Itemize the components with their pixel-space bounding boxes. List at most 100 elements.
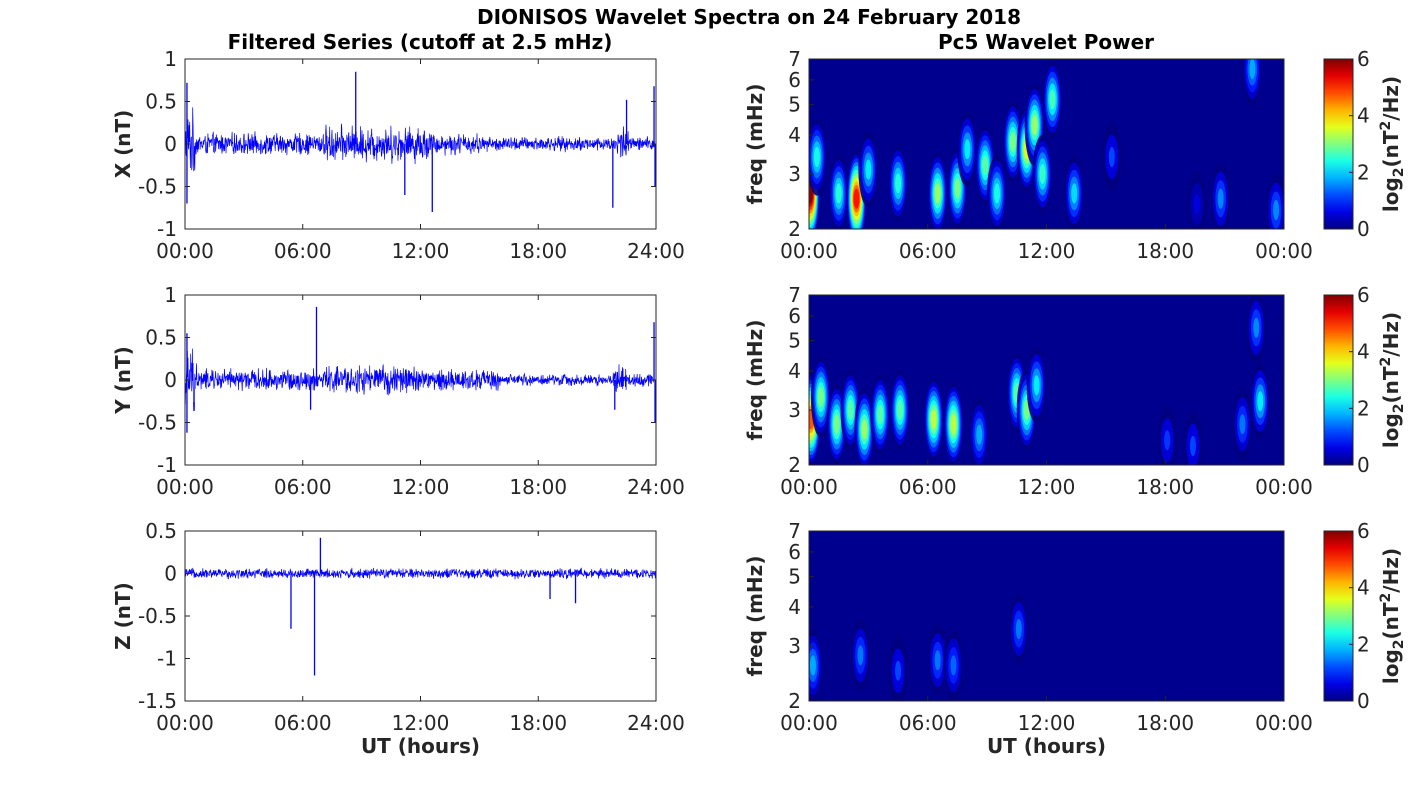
x-tick-label: 06:00	[899, 475, 957, 499]
burst-6	[897, 399, 904, 420]
y-tick-label: 4	[788, 595, 801, 619]
colorbar-tick-label: 4	[1357, 576, 1370, 600]
right-column-title: Pc5 Wavelet Power	[938, 30, 1154, 54]
burst-4	[950, 655, 957, 676]
burst-17	[1257, 391, 1264, 412]
burst-1	[817, 387, 824, 408]
y-tick-label: 5	[788, 329, 801, 353]
burst-6	[934, 183, 941, 204]
burst-5	[1015, 618, 1022, 639]
y-tick-label: -0.5	[138, 175, 177, 199]
y-axis-label: freq (mHz)	[743, 84, 767, 205]
x-tick-label: 00:00	[1255, 239, 1313, 263]
colorbar-gradient	[1323, 530, 1354, 702]
y-tick-label: 1	[164, 283, 177, 307]
colorbar-tick-label: 0	[1357, 453, 1370, 477]
x-tick-label: 00:00	[156, 239, 214, 263]
y-axis-label: X (nT)	[111, 110, 135, 179]
burst-10	[994, 183, 1001, 204]
colorbar: 6 4 2 0 log2(nT2/Hz)	[1323, 47, 1407, 241]
burst-1	[857, 645, 864, 666]
colorbar-tick-label: 0	[1357, 689, 1370, 713]
burst-12	[1033, 375, 1040, 396]
x-tick-label: 12:00	[1018, 475, 1076, 499]
panels: 10.50-0.5-100:00 06:00 12:00 18:00 24:00X (n…	[111, 47, 1407, 758]
x-tick-label: 00:00	[1255, 475, 1313, 499]
burst-9	[976, 424, 983, 445]
y-tick-label: 4	[788, 123, 801, 147]
colorbar-tick-label: 4	[1357, 104, 1370, 128]
burst-20	[1249, 59, 1256, 80]
colorbar-tick-label: 0	[1357, 217, 1370, 241]
burst-2	[833, 414, 840, 435]
y-axis-label: freq (mHz)	[743, 320, 767, 441]
y-tick-label: -1	[157, 647, 177, 671]
x-tick-label: 12:00	[392, 475, 450, 499]
x-tick-label: 00:00	[780, 239, 838, 263]
y-tick-label: 7	[788, 519, 801, 543]
burst-7	[930, 409, 937, 430]
y-tick-label: 0	[164, 562, 177, 586]
burst-7	[954, 178, 961, 199]
y-tick-label: -1	[157, 453, 177, 477]
time-series-panel-x: 1 0.5 0 -0.5 -100:00 06:00 12:00 18:00 24:00 X (n…	[111, 47, 685, 263]
figure-title: DIONISOS Wavelet Spectra on 24 February …	[477, 5, 1021, 29]
colorbar: 6 4 2 0 log2(nT2/Hz)	[1323, 283, 1407, 477]
x-tick-label: 06:00	[899, 239, 957, 263]
colorbar-tick-label: 6	[1357, 283, 1370, 307]
y-tick-label: 7	[788, 47, 801, 71]
x-tick-label: 06:00	[274, 475, 332, 499]
x-tick-label: 12:00	[1018, 239, 1076, 263]
burst-5	[877, 404, 884, 425]
x-tick-label: 18:00	[1136, 475, 1194, 499]
x-tick-label: 18:00	[509, 475, 567, 499]
y-tick-label: 2	[788, 217, 801, 241]
burst-3	[853, 188, 860, 209]
colorbar-gradient	[1323, 58, 1354, 230]
y-tick-label: 1	[164, 47, 177, 71]
burst-15	[1239, 414, 1246, 435]
y-tick-label: 0.5	[145, 326, 177, 350]
x-tick-label: 00:00	[780, 475, 838, 499]
spectrum-background	[809, 531, 1284, 701]
x-tick-label: 18:00	[509, 711, 567, 735]
y-tick-label: 0.5	[145, 90, 177, 114]
y-tick-label: 3	[788, 162, 801, 186]
burst-14	[1039, 163, 1046, 184]
colorbar-label: log2(nT2/Hz)	[1378, 548, 1407, 684]
x-tick-label: 12:00	[392, 711, 450, 735]
colorbar-label: log2(nT2/Hz)	[1378, 312, 1407, 448]
plot-frame	[184, 530, 657, 702]
x-tick-label: 24:00	[627, 475, 685, 499]
y-tick-label: 2	[788, 453, 801, 477]
y-tick-label: 3	[788, 398, 801, 422]
time-series-panel-z: 0.5 0 -0.5 -1 -1.500:00 06:00 12:00 18:00 24:00 Z…	[111, 519, 685, 758]
y-tick-label: 6	[788, 68, 801, 92]
colorbar: 6 4 2 0 log2(nT2/Hz)	[1323, 519, 1407, 713]
burst-3	[847, 399, 854, 420]
y-tick-label: 2	[788, 689, 801, 713]
x-tick-label: 00:00	[1255, 711, 1313, 735]
left-column-title: Filtered Series (cutoff at 2.5 mHz)	[228, 30, 613, 54]
burst-4	[861, 419, 868, 440]
y-tick-label: 5	[788, 93, 801, 117]
x-axis-label: UT (hours)	[361, 734, 480, 758]
burst-3	[934, 650, 941, 671]
y-tick-label: 0.5	[145, 519, 177, 543]
x-tick-label: 06:00	[274, 239, 332, 263]
y-axis-label: freq (mHz)	[743, 556, 767, 677]
x-tick-label: 18:00	[509, 239, 567, 263]
y-axis-label: Z (nT)	[111, 582, 135, 650]
trace-line	[185, 348, 656, 412]
x-tick-label: 06:00	[274, 711, 332, 735]
x-axis-label: UT (hours)	[987, 734, 1106, 758]
burst-4	[865, 159, 872, 180]
colorbar-tick-label: 2	[1357, 396, 1370, 420]
x-tick-label: 00:00	[156, 475, 214, 499]
y-tick-label: 7	[788, 283, 801, 307]
spectrum-bursts	[809, 593, 1029, 701]
y-tick-label: -0.5	[138, 411, 177, 435]
y-tick-label: 5	[788, 565, 801, 589]
